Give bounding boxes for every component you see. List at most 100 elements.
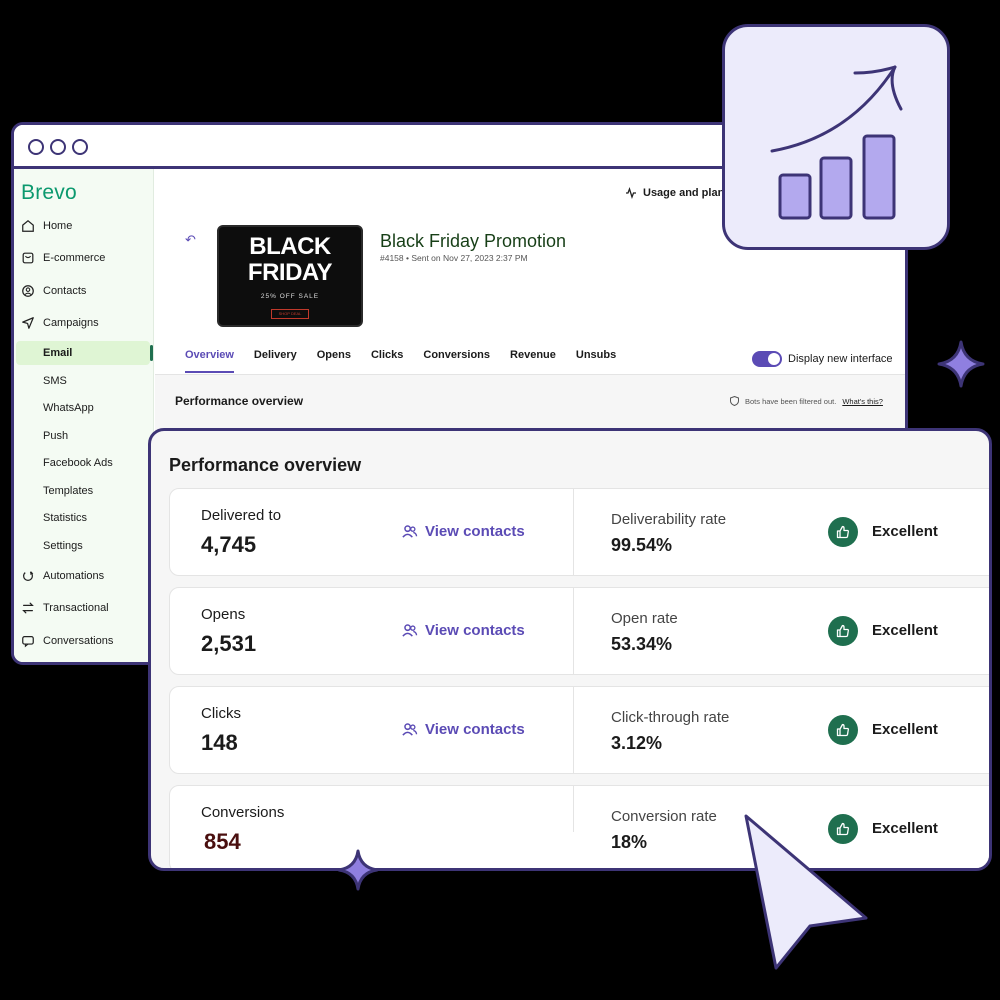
automation-icon xyxy=(21,569,35,583)
sparkle-icon xyxy=(937,340,985,388)
activity-icon xyxy=(626,187,636,199)
sidebar-subitem-facebook-ads[interactable]: Facebook Ads xyxy=(43,457,113,469)
bots-filter-note: Bots have been filtered out. What's this… xyxy=(730,396,883,406)
sidebar-item-campaigns[interactable]: Campaigns xyxy=(21,311,99,335)
new-interface-toggle-group: Display new interface xyxy=(752,351,893,367)
thumbs-up-icon xyxy=(828,814,858,844)
rate-label: Conversion rate xyxy=(611,808,717,825)
view-contacts-link[interactable]: View contacts xyxy=(401,721,525,738)
sidebar-item-contacts[interactable]: Contacts xyxy=(21,279,86,303)
users-icon xyxy=(402,723,418,736)
tabs-divider xyxy=(155,374,905,375)
usage-and-plan-button[interactable]: Usage and plan xyxy=(625,187,724,199)
thumbs-up-icon xyxy=(828,517,858,547)
status-label: Excellent xyxy=(872,721,938,738)
home-icon xyxy=(21,219,35,233)
stat-value: 148 xyxy=(201,730,238,755)
window-controls xyxy=(28,139,88,155)
sidebar-item-ecommerce[interactable]: E-commerce xyxy=(21,246,105,270)
section-title: Performance overview xyxy=(175,394,304,408)
back-arrow-icon[interactable]: ↶ xyxy=(185,232,196,247)
window-maximize-button[interactable] xyxy=(72,139,88,155)
stat-value: 2,531 xyxy=(201,631,257,656)
view-contacts-label: View contacts xyxy=(425,622,525,639)
swap-icon xyxy=(21,601,35,615)
window-close-button[interactable] xyxy=(28,139,44,155)
sidebar-item-label: Campaigns xyxy=(43,317,99,329)
rate-value: 18% xyxy=(611,832,648,852)
sidebar-item-transactional[interactable]: Transactional xyxy=(21,596,109,620)
usage-label: Usage and plan xyxy=(643,187,725,199)
status-label: Excellent xyxy=(872,622,938,639)
stat-label: Clicks xyxy=(201,705,241,722)
sidebar-item-label: Automations xyxy=(43,570,105,582)
sidebar-item-label: Home xyxy=(43,220,73,232)
view-contacts-link[interactable]: View contacts xyxy=(401,523,525,540)
whats-this-link[interactable]: What's this? xyxy=(842,396,883,406)
tab-delivery[interactable]: Delivery xyxy=(253,349,297,361)
cursor-pointer-icon xyxy=(744,814,868,970)
rate-label: Open rate xyxy=(611,610,678,627)
thumbnail-line-1: BLACK xyxy=(249,233,331,260)
card-title: Performance overview xyxy=(169,455,362,475)
thumbs-up-icon xyxy=(828,715,858,745)
contact-icon xyxy=(21,284,35,298)
sidebar-item-home[interactable]: Home xyxy=(21,214,72,238)
tab-clicks[interactable]: Clicks xyxy=(370,349,404,361)
growth-chart-tile xyxy=(722,24,950,250)
sidebar-subitem-statistics[interactable]: Statistics xyxy=(43,512,88,524)
tab-unsubs[interactable]: Unsubs xyxy=(575,349,617,361)
rate-value: 3.12% xyxy=(611,733,663,753)
sidebar-subitem-whatsapp[interactable]: WhatsApp xyxy=(43,402,94,414)
campaign-title: Black Friday Promotion xyxy=(380,231,567,251)
send-icon xyxy=(21,316,35,330)
toggle-label: Display new interface xyxy=(788,353,893,365)
rate-value: 53.34% xyxy=(611,634,673,654)
stat-row-opens: Opens 2,531 View contacts Open rate 53.3… xyxy=(169,587,989,675)
sidebar: Brevo Home E-commerce Contacts Campaigns… xyxy=(14,169,154,662)
tab-revenue[interactable]: Revenue xyxy=(510,349,556,361)
sidebar-item-label: Transactional xyxy=(43,602,109,614)
bots-note-text: Bots have been filtered out. xyxy=(745,396,837,406)
thumbnail-line-2: FRIDAY xyxy=(247,259,333,286)
stat-value: 854 xyxy=(204,829,241,854)
stat-row-conversions: Conversions 854 Conversion rate 18% Exce… xyxy=(169,785,989,868)
status-label: Excellent xyxy=(872,820,938,837)
brand-logo[interactable]: Brevo xyxy=(21,181,77,204)
window-minimize-button[interactable] xyxy=(50,139,66,155)
stat-row-clicks: Clicks 148 View contacts Click-through r… xyxy=(169,686,989,774)
tab-opens[interactable]: Opens xyxy=(316,349,351,361)
shield-icon xyxy=(730,396,739,406)
view-contacts-link[interactable]: View contacts xyxy=(401,622,525,639)
view-contacts-label: View contacts xyxy=(425,721,525,738)
users-icon xyxy=(402,525,418,538)
sidebar-subitem-email[interactable]: Email xyxy=(16,341,150,365)
tab-overview[interactable]: Overview xyxy=(185,349,234,373)
row-divider xyxy=(573,687,574,773)
row-divider xyxy=(573,489,574,575)
users-icon xyxy=(402,624,418,637)
performance-overview-card: Performance overview Delivered to 4,745 … xyxy=(148,428,992,871)
status-label: Excellent xyxy=(872,523,938,540)
campaign-thumbnail: BLACK FRIDAY 25% OFF SALE SHOP DEAL xyxy=(217,225,363,327)
thumbnail-button: SHOP DEAL xyxy=(271,309,309,319)
stat-row-delivered: Delivered to 4,745 View contacts Deliver… xyxy=(169,488,989,576)
rate-label: Click-through rate xyxy=(611,709,730,726)
sidebar-subitem-push[interactable]: Push xyxy=(43,430,69,442)
new-interface-toggle[interactable] xyxy=(752,351,782,367)
chat-icon xyxy=(21,634,35,648)
sidebar-subitem-sms[interactable]: SMS xyxy=(43,375,67,387)
sidebar-item-conversations[interactable]: Conversations xyxy=(21,629,113,653)
stat-label: Conversions xyxy=(201,804,285,821)
view-contacts-label: View contacts xyxy=(425,523,525,540)
sidebar-item-automations[interactable]: Automations xyxy=(21,564,104,588)
tab-conversions[interactable]: Conversions xyxy=(423,349,491,361)
active-indicator xyxy=(150,345,153,361)
thumbnail-line-3: 25% OFF SALE xyxy=(260,293,320,300)
row-divider xyxy=(573,588,574,674)
sidebar-subitem-templates[interactable]: Templates xyxy=(43,485,94,497)
campaign-meta: #4158 • Sent on Nov 27, 2023 2:37 PM xyxy=(380,253,528,263)
row-divider xyxy=(573,786,574,832)
rate-label: Deliverability rate xyxy=(611,511,727,528)
sidebar-subitem-settings[interactable]: Settings xyxy=(43,540,83,552)
